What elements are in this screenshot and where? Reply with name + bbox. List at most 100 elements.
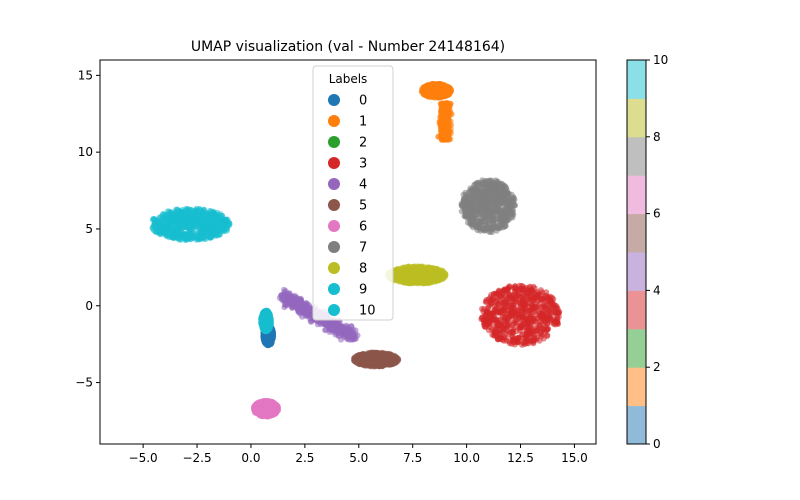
data-point	[149, 224, 156, 231]
data-point	[254, 408, 261, 415]
data-point	[512, 283, 519, 290]
data-point	[502, 194, 509, 201]
data-point	[255, 400, 262, 407]
data-point	[499, 324, 506, 331]
data-point	[473, 195, 480, 201]
data-point	[208, 224, 215, 231]
data-point	[477, 213, 484, 220]
data-point	[441, 110, 448, 117]
data-point	[157, 214, 164, 220]
data-point	[181, 209, 188, 216]
data-point	[422, 91, 429, 98]
data-point	[208, 211, 215, 218]
data-point	[544, 308, 551, 314]
data-point	[503, 337, 510, 344]
data-point	[265, 412, 272, 419]
data-point	[442, 271, 449, 278]
data-point	[524, 290, 531, 297]
data-point	[220, 222, 227, 229]
data-point	[159, 224, 166, 231]
data-point	[484, 310, 491, 317]
scatter-points	[149, 80, 563, 420]
data-point	[487, 294, 494, 301]
data-point	[502, 200, 509, 207]
data-point	[491, 303, 498, 310]
data-point	[489, 314, 496, 321]
data-point	[533, 303, 540, 310]
data-point	[209, 217, 216, 224]
data-point	[494, 329, 501, 336]
data-point	[190, 224, 197, 231]
data-point	[493, 292, 500, 299]
data-point	[163, 232, 170, 239]
data-point	[186, 209, 193, 216]
data-point	[203, 219, 209, 226]
data-point	[495, 320, 502, 327]
data-point	[179, 216, 186, 223]
data-point	[482, 226, 489, 233]
data-point	[436, 93, 442, 100]
data-point	[483, 203, 490, 210]
data-point	[420, 268, 427, 275]
data-point	[492, 200, 499, 207]
data-point	[511, 301, 518, 308]
data-point	[523, 301, 529, 308]
data-point	[473, 181, 480, 188]
data-point	[162, 220, 169, 226]
data-point	[182, 223, 189, 230]
data-point	[499, 314, 506, 321]
data-point	[517, 304, 524, 311]
data-point	[178, 232, 185, 239]
data-point	[437, 267, 444, 274]
data-point	[531, 337, 538, 344]
data-point	[186, 233, 193, 240]
data-point	[512, 202, 518, 209]
data-point	[428, 266, 435, 273]
data-point	[519, 341, 525, 348]
data-point	[552, 309, 559, 316]
data-point	[538, 318, 544, 325]
data-point	[485, 191, 492, 198]
cluster-label-9	[149, 205, 233, 243]
data-point	[465, 192, 471, 199]
data-point	[434, 81, 441, 87]
data-point	[473, 222, 480, 229]
data-point	[544, 316, 551, 323]
data-point	[194, 211, 201, 218]
data-point	[495, 225, 502, 232]
data-point	[441, 133, 448, 139]
data-point	[151, 215, 158, 222]
data-point	[511, 318, 518, 325]
data-point	[508, 195, 515, 202]
data-point	[410, 279, 417, 286]
data-point	[171, 214, 178, 221]
data-point	[423, 86, 430, 93]
data-point	[274, 406, 281, 413]
data-point	[481, 179, 488, 186]
data-point	[190, 217, 197, 224]
data-point	[495, 211, 502, 218]
data-point	[402, 267, 409, 274]
data-point	[171, 224, 178, 230]
data-point	[198, 234, 205, 241]
data-point	[515, 335, 521, 342]
data-point	[415, 266, 421, 273]
data-point	[506, 209, 513, 216]
data-point	[443, 118, 450, 125]
data-point	[475, 203, 482, 209]
data-point	[423, 276, 429, 283]
chart-title: UMAP visualization (val - Number 2414816…	[191, 39, 505, 55]
data-point	[493, 180, 500, 187]
data-point	[165, 213, 172, 220]
data-point	[465, 202, 472, 209]
data-point	[544, 326, 551, 333]
data-point	[441, 87, 448, 94]
data-point	[520, 285, 527, 292]
data-point	[497, 187, 504, 194]
data-point	[462, 211, 469, 218]
data-point	[509, 313, 516, 319]
data-point	[489, 229, 495, 236]
data-point	[502, 293, 509, 300]
